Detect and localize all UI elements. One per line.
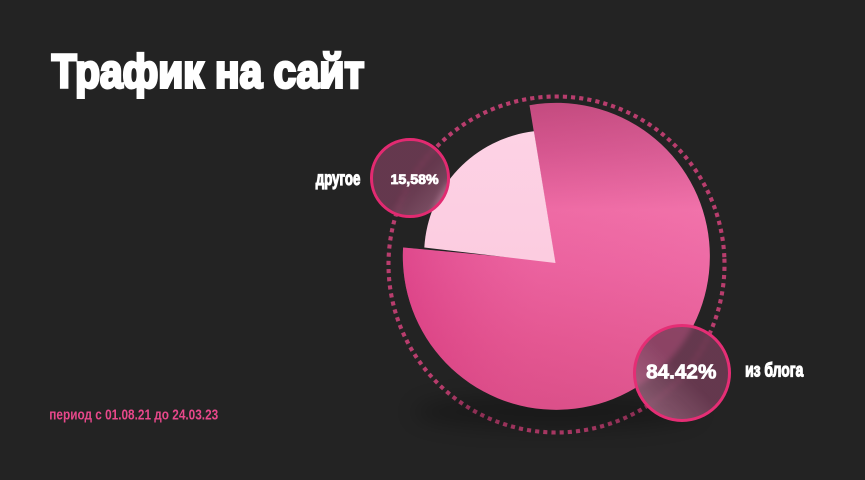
svg-text:другое: другое — [316, 169, 361, 190]
svg-text:из блога: из блога — [745, 360, 804, 381]
svg-text:Трафик на сайт: Трафик на сайт — [52, 45, 365, 98]
svg-text:84.42%: 84.42% — [646, 361, 717, 383]
svg-text:период с 01.08.21 до 24.03.23: период с 01.08.21 до 24.03.23 — [49, 408, 218, 424]
svg-text:15,58%: 15,58% — [391, 171, 440, 187]
